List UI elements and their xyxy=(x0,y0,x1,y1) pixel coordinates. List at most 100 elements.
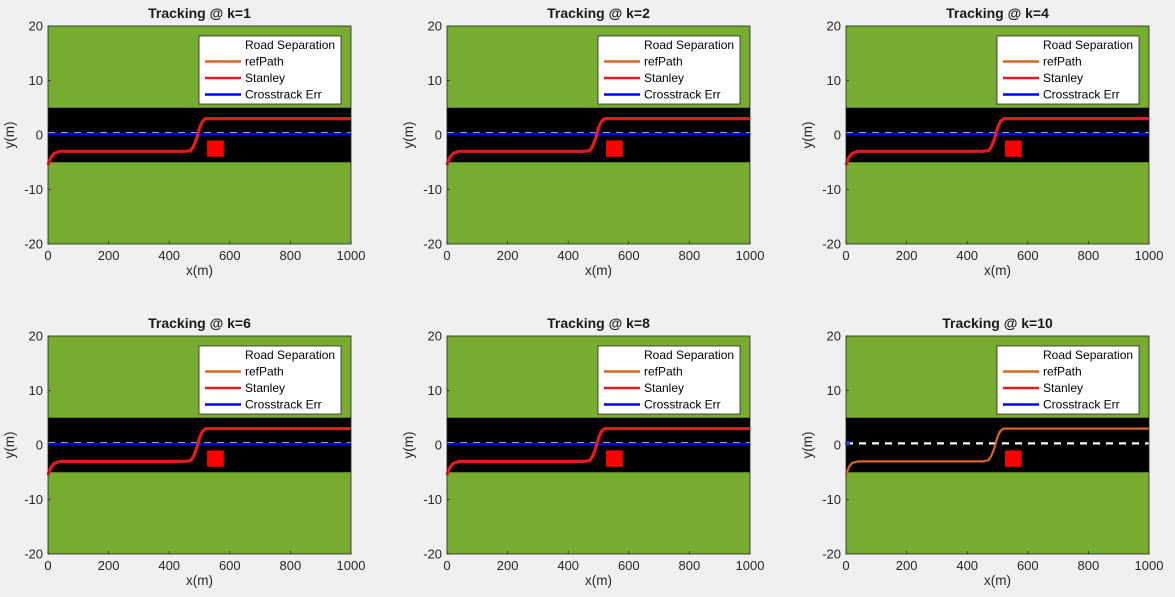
obstacle-marker xyxy=(207,140,224,157)
x-tick-label: 600 xyxy=(219,558,241,573)
legend-entry: Stanley xyxy=(245,381,285,395)
subplot-title: Tracking @ k=2 xyxy=(547,5,650,21)
y-axis-label: y(m) xyxy=(2,432,17,459)
y-tick-label: 20 xyxy=(428,19,442,34)
legend-entry: Road Separation xyxy=(644,348,734,362)
legend: Road Separation refPath Stanley Crosstrack … xyxy=(996,35,1140,105)
legend-box xyxy=(198,35,342,105)
legend-entry: refPath xyxy=(1043,55,1082,69)
x-tick-label: 400 xyxy=(158,248,180,263)
road-band xyxy=(447,107,750,163)
legend-entry: Stanley xyxy=(644,381,684,395)
x-axis-label: x(m) xyxy=(585,573,612,588)
y-tick-label: -10 xyxy=(822,182,841,197)
legend-entry: refPath xyxy=(245,365,284,379)
y-tick-label: 10 xyxy=(29,383,43,398)
x-axis-label: x(m) xyxy=(984,573,1011,588)
subplot-4: Tracking @ k=6 0 200 400 600 800 1000 20 10 0 -10 -… xyxy=(2,315,365,588)
legend-entry: Road Separation xyxy=(245,38,335,52)
x-axis-label: x(m) xyxy=(585,263,612,278)
subplot-title: Tracking @ k=10 xyxy=(942,315,1053,331)
x-tick-label: 1000 xyxy=(736,558,765,573)
x-tick-label: 600 xyxy=(618,558,640,573)
road-band xyxy=(48,107,351,163)
x-tick-label: 0 xyxy=(44,558,51,573)
subplot-1: Tracking @ k=1 0 200 400 600 800 1000 20 10 0 -10 -… xyxy=(2,5,365,278)
y-tick-label: -20 xyxy=(423,237,442,252)
legend-entry: Crosstrack Err xyxy=(644,88,721,102)
x-tick-label: 600 xyxy=(219,248,241,263)
stanley-line xyxy=(445,427,750,476)
x-tick-label: 800 xyxy=(679,248,701,263)
legend-entry: refPath xyxy=(245,55,284,69)
y-tick-label: -10 xyxy=(24,182,43,197)
x-tick-label: 1000 xyxy=(337,558,366,573)
legend: Road Separation refPath Stanley Crosstrack … xyxy=(198,345,342,415)
x-axis-label: x(m) xyxy=(186,263,213,278)
legend-entry: refPath xyxy=(644,365,683,379)
x-tick-label: 200 xyxy=(98,558,120,573)
legend-entry: refPath xyxy=(1043,365,1082,379)
obstacle-marker xyxy=(207,450,224,467)
road-band xyxy=(846,107,1149,163)
y-tick-label: 20 xyxy=(29,19,43,34)
legend-box xyxy=(996,35,1140,105)
x-tick-label: 800 xyxy=(280,248,302,263)
x-tick-label: 1000 xyxy=(1135,248,1164,263)
legend-entry: Road Separation xyxy=(644,38,734,52)
subplot-title: Tracking @ k=6 xyxy=(148,315,251,331)
x-tick-label: 1000 xyxy=(1135,558,1164,573)
x-tick-label: 200 xyxy=(896,248,918,263)
x-tick-label: 0 xyxy=(443,248,450,263)
y-tick-label: -10 xyxy=(822,492,841,507)
x-tick-label: 600 xyxy=(618,248,640,263)
x-axis-label: x(m) xyxy=(186,573,213,588)
stanley-line xyxy=(445,116,750,166)
x-tick-label: 600 xyxy=(1017,558,1039,573)
legend-entry: Stanley xyxy=(1043,381,1083,395)
x-tick-label: 200 xyxy=(497,248,519,263)
x-tick-label: 800 xyxy=(1078,248,1100,263)
y-axis-label: y(m) xyxy=(800,122,815,149)
y-tick-label: -20 xyxy=(822,547,841,562)
subplot-5: Tracking @ k=8 0 200 400 600 800 1000 20 10 0 -10 -… xyxy=(401,315,764,588)
x-tick-label: 400 xyxy=(557,248,579,263)
legend: Road Separation refPath Stanley Crosstrack … xyxy=(597,345,741,415)
legend-entry: Stanley xyxy=(644,71,684,85)
road-band xyxy=(447,417,750,473)
y-tick-label: 10 xyxy=(428,73,442,88)
legend-entry: refPath xyxy=(644,55,683,69)
x-tick-label: 400 xyxy=(158,558,180,573)
x-tick-label: 0 xyxy=(44,248,51,263)
legend-entry: Road Separation xyxy=(1043,38,1133,52)
legend-entry: Stanley xyxy=(245,71,285,85)
legend: Road Separation refPath Stanley Crosstrack … xyxy=(597,35,741,105)
legend-entry: Crosstrack Err xyxy=(1043,88,1120,102)
subplot-3: Tracking @ k=4 0 200 400 600 800 1000 20 10 0 -10 -… xyxy=(800,5,1163,278)
y-tick-label: 0 xyxy=(435,128,442,143)
y-axis-label: y(m) xyxy=(401,432,416,459)
subplot-6: Tracking @ k=10 0 200 400 600 800 1000 20 10 0 -10… xyxy=(800,315,1163,588)
obstacle-marker xyxy=(606,140,623,157)
subplot-2: Tracking @ k=2 0 200 400 600 800 1000 20 10 0 -10 -… xyxy=(401,5,764,278)
legend: Road Separation refPath Stanley Crosstrack … xyxy=(198,35,342,105)
y-tick-label: 20 xyxy=(428,329,442,344)
legend-entry: Road Separation xyxy=(1043,348,1133,362)
y-tick-label: -20 xyxy=(24,547,43,562)
subplot-title: Tracking @ k=1 xyxy=(148,5,251,21)
y-tick-label: 20 xyxy=(29,329,43,344)
y-axis-label: y(m) xyxy=(2,122,17,149)
legend: Road Separation refPath Stanley Crosstrack … xyxy=(996,345,1140,415)
y-tick-label: -20 xyxy=(822,237,841,252)
obstacle-marker xyxy=(1005,450,1022,467)
legend-box xyxy=(597,345,741,415)
x-tick-label: 0 xyxy=(842,248,849,263)
y-axis-label: y(m) xyxy=(800,432,815,459)
legend-box xyxy=(597,35,741,105)
y-tick-label: 0 xyxy=(834,128,841,143)
y-tick-label: 0 xyxy=(36,128,43,143)
stanley-line xyxy=(46,427,351,476)
legend-entry: Crosstrack Err xyxy=(1043,398,1120,412)
y-tick-label: -20 xyxy=(24,237,43,252)
